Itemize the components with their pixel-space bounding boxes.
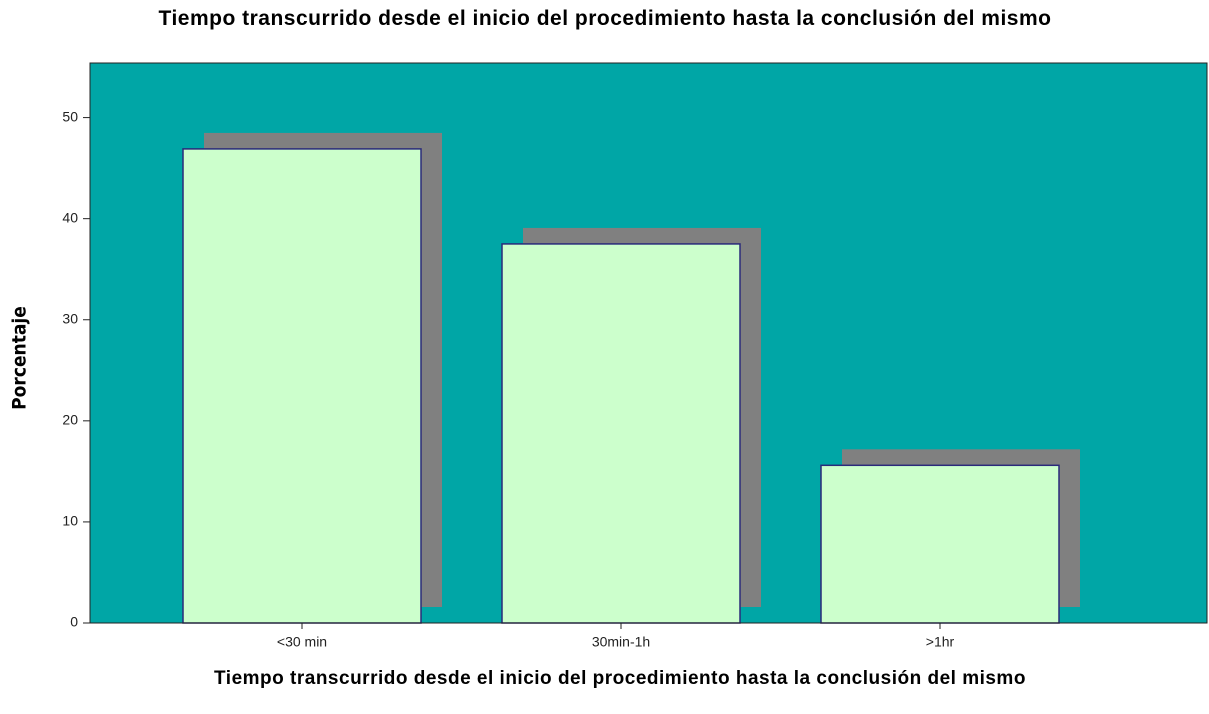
bar [182, 148, 422, 624]
bar [820, 464, 1060, 624]
x-tick-label: >1hr [926, 634, 955, 650]
y-tick-label: 20 [62, 412, 78, 428]
y-tick-label: 10 [62, 513, 78, 529]
bar [501, 243, 741, 624]
x-tick-label: 30min-1h [592, 634, 650, 650]
y-tick-label: 40 [62, 209, 78, 225]
x-axis-label: Tiempo transcurrido desde el inicio del … [214, 668, 1026, 689]
chart-title: Tiempo transcurrido desde el inicio del … [158, 7, 1052, 30]
y-axis-label: Porcentaje [9, 306, 31, 410]
x-tick-label: <30 min [277, 634, 327, 650]
y-tick-label: 0 [70, 614, 78, 630]
y-tick-label: 30 [62, 310, 78, 326]
y-tick-label: 50 [62, 108, 78, 124]
